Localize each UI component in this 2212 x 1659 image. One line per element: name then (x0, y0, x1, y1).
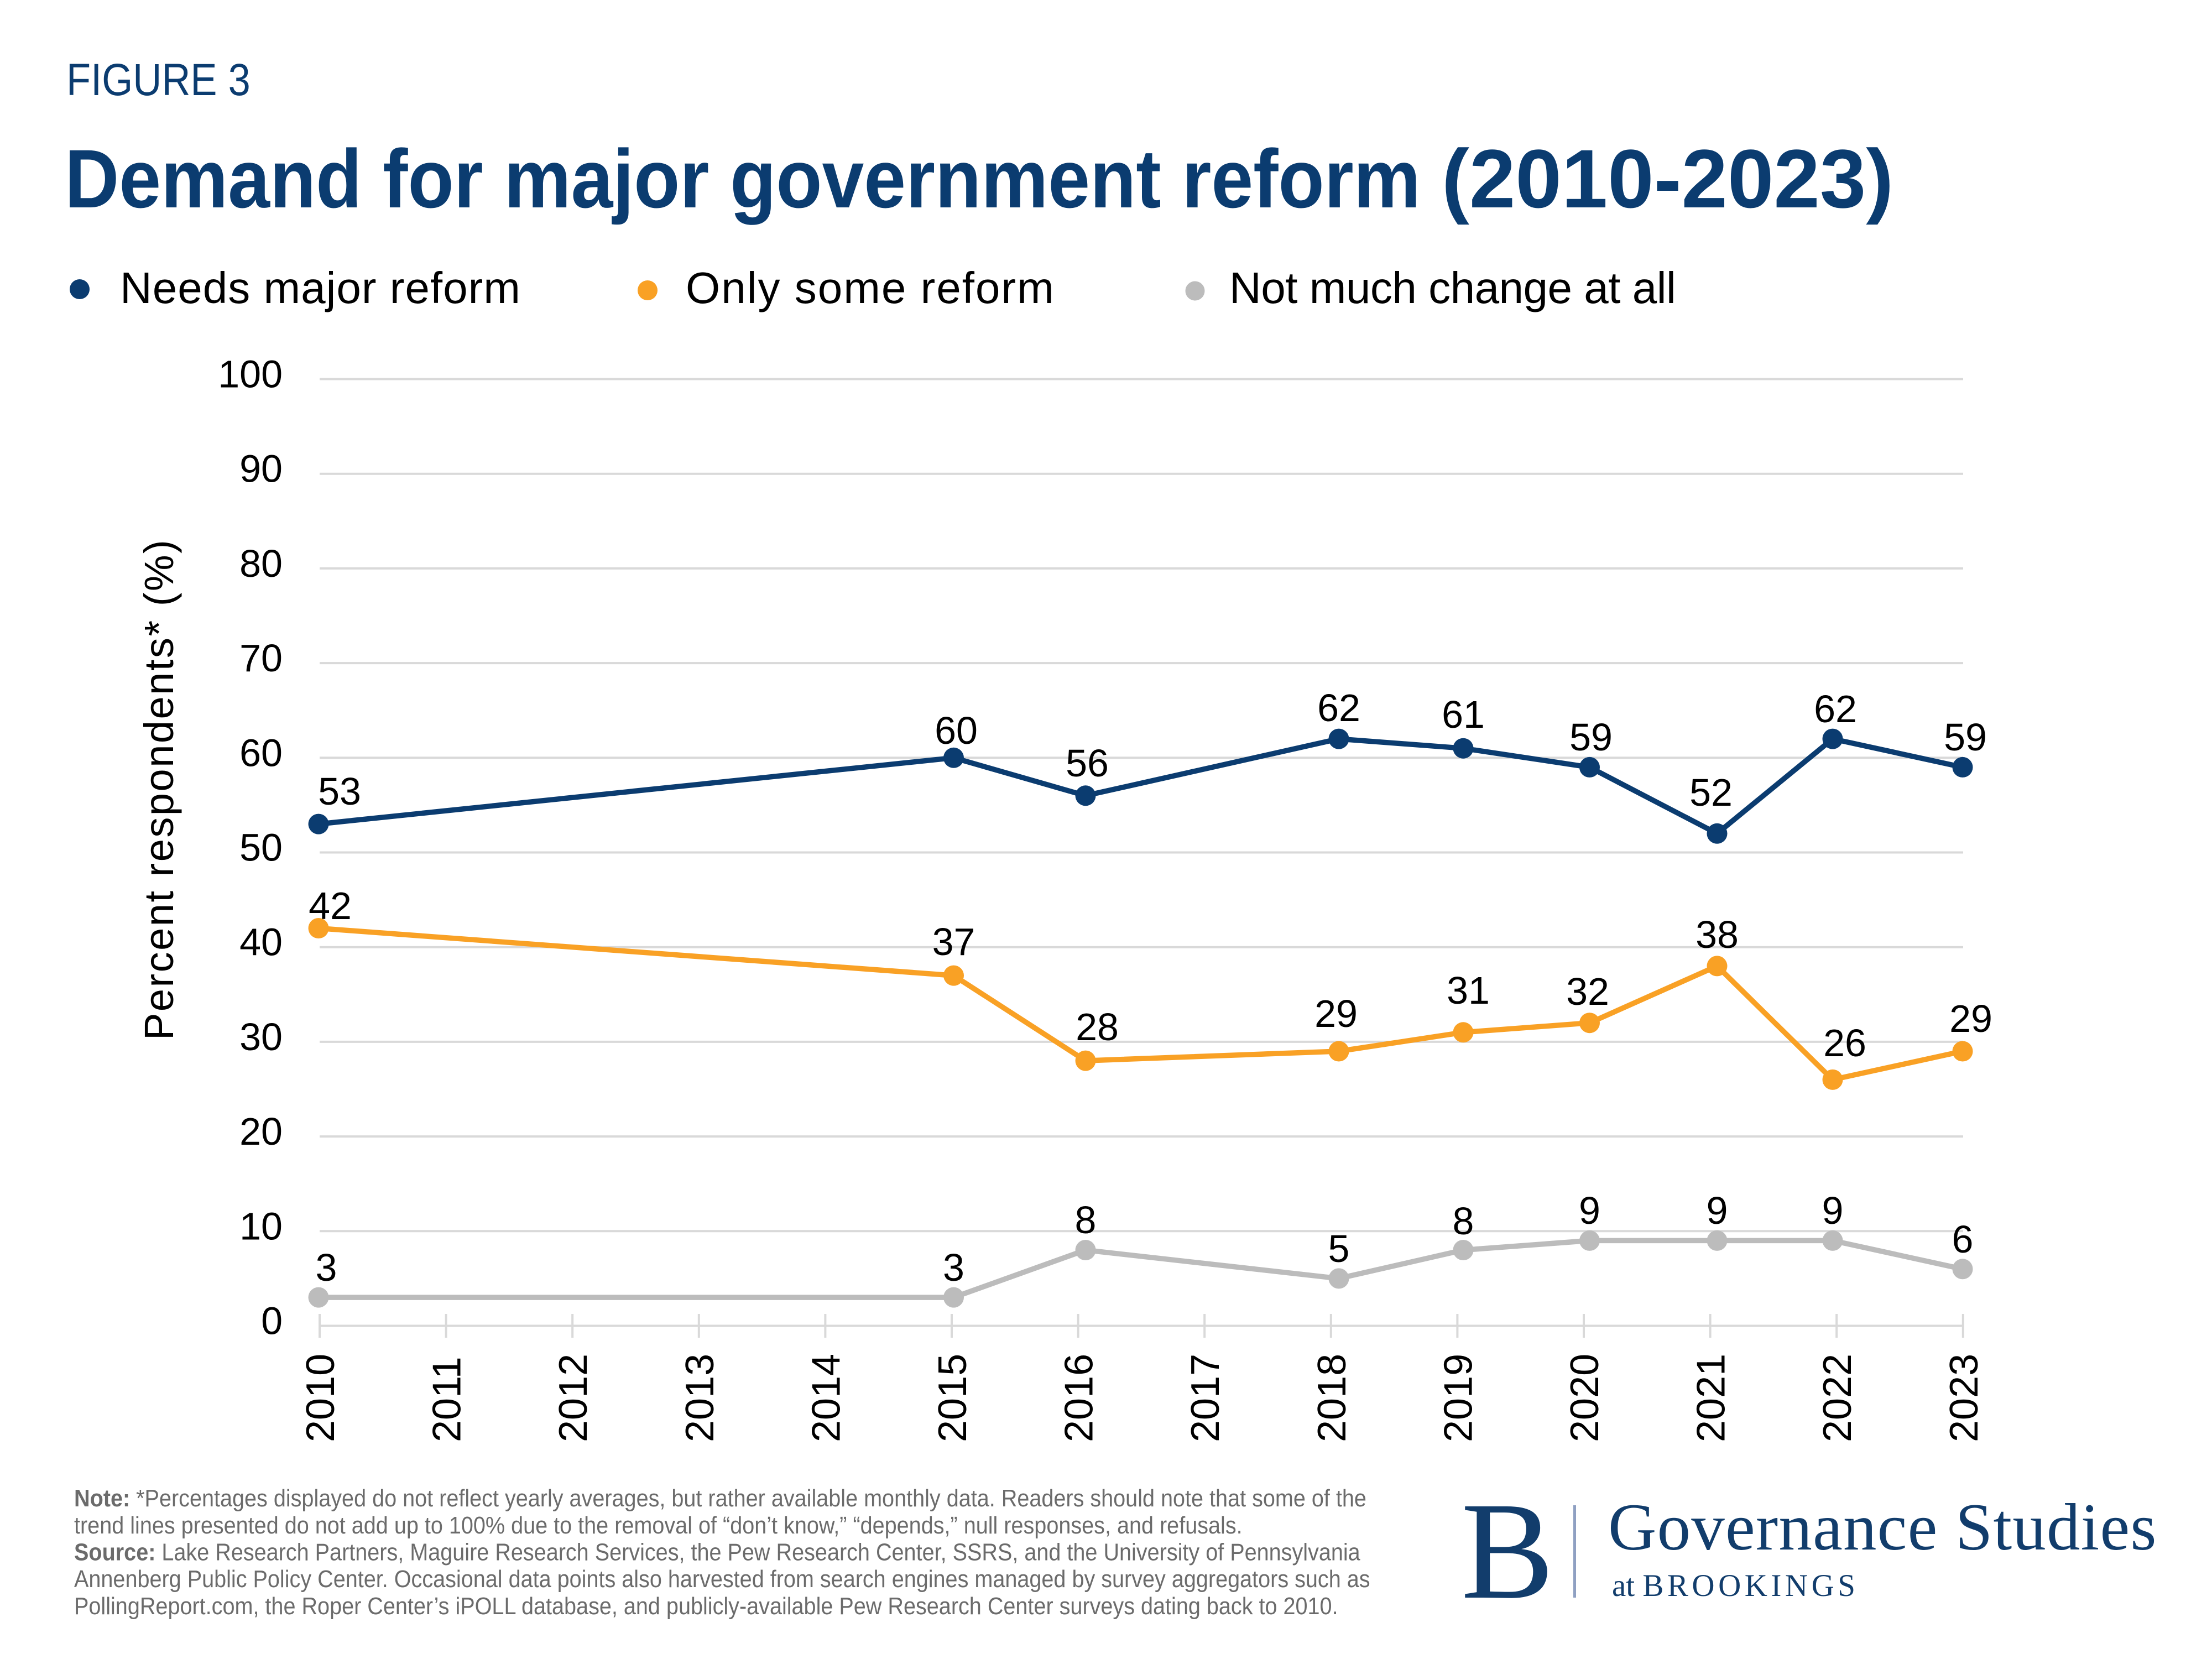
svg-text:Governance Studies: Governance Studies (1608, 1490, 2157, 1564)
svg-text:2019: 2019 (1436, 1354, 1480, 1442)
svg-text:40: 40 (239, 921, 283, 964)
svg-text:B: B (1461, 1473, 1554, 1628)
svg-text:53: 53 (318, 770, 361, 813)
svg-text:2014: 2014 (804, 1354, 848, 1442)
svg-text:Only some reform: Only some reform (686, 263, 1055, 312)
svg-text:Demand for major government re: Demand for major government reform (65, 133, 1421, 226)
svg-text:2013: 2013 (678, 1354, 722, 1442)
svg-text:6: 6 (1952, 1218, 1974, 1261)
svg-text:59: 59 (1569, 716, 1613, 759)
svg-text:61: 61 (1442, 693, 1485, 736)
svg-text:8: 8 (1453, 1199, 1474, 1243)
svg-text:2015: 2015 (931, 1354, 975, 1442)
svg-text:29: 29 (1314, 992, 1358, 1035)
svg-text:2010: 2010 (299, 1354, 343, 1442)
svg-text:2022: 2022 (1815, 1354, 1860, 1442)
svg-text:Note: *Percentages displayed d: Note: *Percentages displayed do not refl… (74, 1484, 1366, 1511)
svg-text:10: 10 (239, 1204, 283, 1248)
svg-text:28: 28 (1076, 1005, 1119, 1048)
svg-text:9: 9 (1707, 1189, 1728, 1232)
svg-text:31: 31 (1447, 969, 1490, 1012)
svg-text:Not much change at all: Not much change at all (1229, 263, 1676, 312)
svg-text:9: 9 (1822, 1189, 1844, 1232)
svg-text:80: 80 (239, 542, 283, 585)
svg-text:56: 56 (1066, 742, 1109, 785)
svg-text:20: 20 (239, 1110, 283, 1153)
svg-text:60: 60 (935, 709, 978, 752)
svg-text:9: 9 (1579, 1189, 1600, 1232)
svg-text:PollingReport.com, the Roper C: PollingReport.com, the Roper Center’s iP… (74, 1592, 1338, 1619)
svg-text:5: 5 (1328, 1227, 1350, 1270)
svg-text:38: 38 (1695, 913, 1739, 956)
svg-text:32: 32 (1566, 970, 1609, 1013)
svg-text:100: 100 (218, 353, 283, 396)
svg-text:trend lines presented do not a: trend lines presented do not add up to 1… (74, 1511, 1243, 1538)
svg-text:2017: 2017 (1183, 1354, 1228, 1442)
svg-text:59: 59 (1944, 716, 1987, 759)
svg-text:2023: 2023 (1942, 1354, 1986, 1442)
svg-text:26: 26 (1823, 1021, 1866, 1065)
svg-text:Percent respondents* (%): Percent respondents* (%) (136, 539, 182, 1040)
svg-text:2018: 2018 (1310, 1354, 1354, 1442)
svg-text:2012: 2012 (551, 1354, 596, 1442)
svg-text:3: 3 (316, 1246, 337, 1289)
svg-text:8: 8 (1075, 1198, 1097, 1241)
svg-text:62: 62 (1317, 686, 1360, 729)
svg-text:3: 3 (943, 1246, 964, 1289)
svg-text:2021: 2021 (1689, 1354, 1734, 1442)
svg-text:2020: 2020 (1563, 1354, 1607, 1442)
svg-text:FIGURE 3: FIGURE 3 (66, 55, 251, 105)
svg-text:(2010-2023): (2010-2023) (1442, 132, 1893, 225)
svg-text:50: 50 (239, 826, 283, 869)
svg-text:52: 52 (1689, 771, 1733, 814)
svg-text:90: 90 (239, 447, 283, 491)
svg-text:0: 0 (261, 1300, 283, 1343)
svg-text:2011: 2011 (425, 1357, 469, 1442)
svg-text:37: 37 (932, 920, 975, 963)
svg-text:Annenberg Public Policy Center: Annenberg Public Policy Center. Occasion… (74, 1565, 1370, 1592)
svg-text:Needs major reform: Needs major reform (120, 263, 521, 312)
svg-text:60: 60 (239, 731, 283, 774)
svg-text:2016: 2016 (1057, 1354, 1102, 1442)
svg-text:42: 42 (309, 884, 352, 927)
svg-text:at BROOKINGS: at BROOKINGS (1612, 1568, 1859, 1603)
svg-text:70: 70 (239, 637, 283, 680)
svg-text:30: 30 (239, 1015, 283, 1058)
svg-text:62: 62 (1814, 687, 1857, 731)
svg-text:29: 29 (1949, 997, 1992, 1040)
svg-text:Source: Lake Research Partners: Source: Lake Research Partners, Maguire … (74, 1538, 1360, 1566)
